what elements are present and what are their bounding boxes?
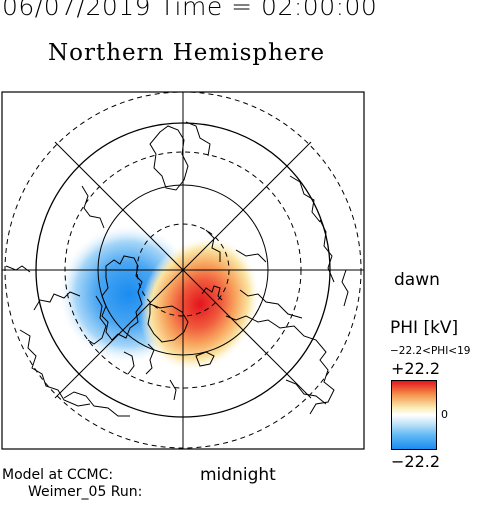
colorbar-min-label: −22.2 [391,452,441,471]
coastlines [5,121,349,417]
colorbar-title: PHI [kV] [390,318,459,338]
colorbar-max-label: +22.2 [391,359,441,378]
date-time-header: 06/07/2019 Time = 02:00:00 [2,0,378,21]
meridian-diagonal-2 [54,141,312,399]
hemisphere-title: Northern Hemisphere [48,40,326,66]
map-grid [1,91,365,450]
dawn-label: dawn [394,270,440,290]
midnight-label: midnight [200,465,276,485]
potential-cells [58,224,261,373]
model-label: Model at CCMC: [2,467,114,483]
colorbar-zero-label: 0 [441,408,448,421]
run-label: Weimer_05 Run: [28,484,143,500]
colorbar [391,380,437,450]
colorbar-range-text: −22.2<PHI<19 [390,345,471,357]
